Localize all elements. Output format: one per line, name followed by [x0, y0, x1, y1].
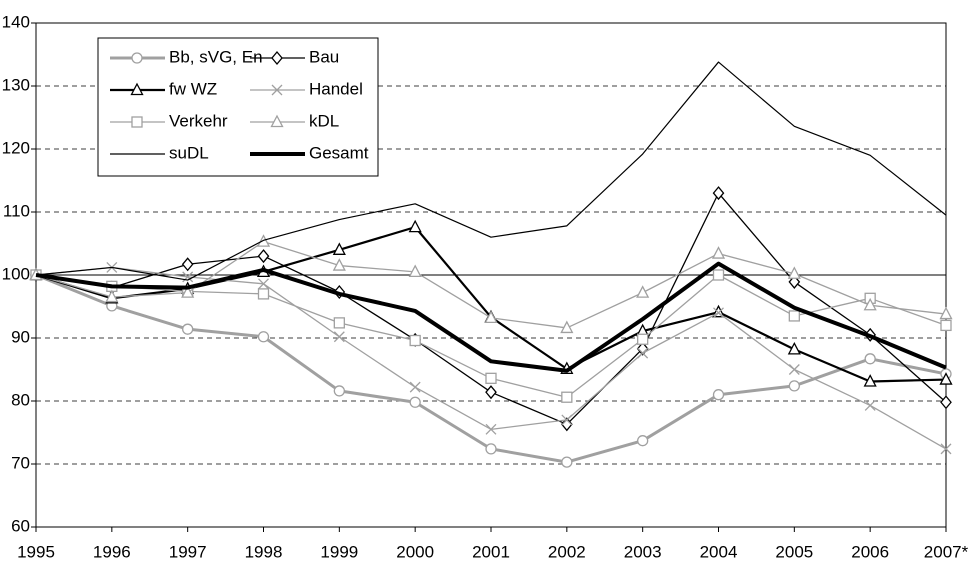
y-tick-label: 100 — [2, 264, 30, 283]
legend-box — [97, 37, 379, 177]
marker — [181, 257, 194, 272]
x-tick-label: 2000 — [396, 542, 434, 561]
marker — [787, 341, 801, 355]
marker — [788, 380, 800, 392]
marker — [712, 186, 725, 201]
marker — [409, 334, 421, 347]
marker — [408, 219, 422, 233]
marker — [333, 331, 345, 343]
y-tick-label: 120 — [2, 138, 30, 157]
x-tick-label: 1996 — [93, 542, 131, 561]
marker — [863, 297, 877, 311]
legend: Bb, sVG, En Bau fw WZ Handel Verkehr kDL suDL G… — [97, 37, 379, 177]
marker — [940, 395, 952, 410]
marker — [408, 264, 422, 278]
marker — [940, 319, 952, 332]
y-tick-label: 110 — [3, 201, 30, 220]
marker — [409, 396, 421, 408]
marker — [182, 323, 194, 335]
series-line — [35, 61, 947, 281]
legend-label: kDL — [309, 111, 339, 130]
series-line — [35, 226, 947, 383]
marker — [561, 391, 573, 403]
x-tick-label: 2005 — [775, 542, 813, 561]
marker — [864, 399, 876, 411]
marker — [271, 84, 283, 96]
series-line — [35, 266, 947, 450]
x-tick-label: 2004 — [700, 542, 738, 561]
marker — [131, 52, 143, 64]
marker — [636, 285, 650, 298]
marker — [560, 417, 573, 432]
series-line — [35, 273, 947, 464]
marker — [939, 306, 953, 320]
marker — [485, 423, 497, 435]
x-tick-label: 2003 — [624, 542, 662, 561]
marker — [637, 435, 649, 447]
marker — [864, 353, 876, 365]
y-tick-label: 90 — [11, 327, 30, 346]
marker — [788, 274, 801, 289]
marker — [409, 381, 421, 393]
marker — [270, 114, 284, 128]
y-tick-label: 80 — [11, 390, 30, 409]
marker — [788, 364, 800, 375]
marker — [637, 333, 649, 345]
marker — [258, 278, 269, 290]
legend-label: suDL — [169, 143, 209, 162]
marker — [712, 269, 725, 281]
marker — [561, 456, 573, 468]
marker — [711, 246, 726, 259]
marker — [713, 307, 724, 319]
series-line — [35, 261, 947, 373]
marker — [637, 347, 649, 359]
x-tick-label: 2007* — [924, 542, 969, 561]
marker — [181, 285, 195, 298]
marker — [561, 414, 573, 426]
marker — [712, 389, 725, 401]
marker — [332, 242, 346, 255]
marker — [333, 317, 345, 329]
y-tick-label: 70 — [11, 453, 30, 472]
marker — [130, 82, 144, 96]
marker — [271, 50, 283, 66]
marker — [257, 288, 270, 300]
legend-label: fw WZ — [169, 79, 217, 98]
legend-label: Verkehr — [169, 111, 228, 130]
legend-label: Gesamt — [309, 143, 369, 162]
y-tick-label: 140 — [2, 12, 30, 31]
marker — [485, 443, 497, 455]
x-tick-label: 1999 — [320, 542, 358, 561]
marker — [560, 320, 574, 334]
marker — [940, 443, 952, 455]
x-tick-label: 2006 — [851, 542, 889, 561]
marker — [788, 310, 800, 322]
marker — [105, 289, 119, 303]
marker — [182, 271, 194, 283]
marker — [257, 331, 270, 343]
x-tick-label: 1997 — [169, 542, 207, 561]
marker — [333, 385, 345, 397]
x-tick-label: 1998 — [245, 542, 283, 561]
marker — [484, 310, 498, 323]
legend-label: Handel — [309, 79, 363, 98]
marker — [485, 372, 497, 384]
marker — [485, 385, 497, 400]
legend-label: Bb, sVG, En — [169, 47, 263, 66]
x-tick-label: 2001 — [472, 542, 510, 561]
marker — [787, 266, 801, 279]
legend-label: Bau — [309, 47, 339, 66]
x-tick-label: 1995 — [17, 542, 55, 561]
y-tick-label: 130 — [2, 75, 30, 94]
x-tick-label: 2002 — [548, 542, 586, 561]
marker — [863, 374, 877, 387]
marker — [939, 372, 953, 385]
y-tick-label: 60 — [11, 516, 30, 535]
marker — [332, 258, 346, 271]
marker — [131, 116, 143, 128]
marker — [257, 249, 270, 264]
